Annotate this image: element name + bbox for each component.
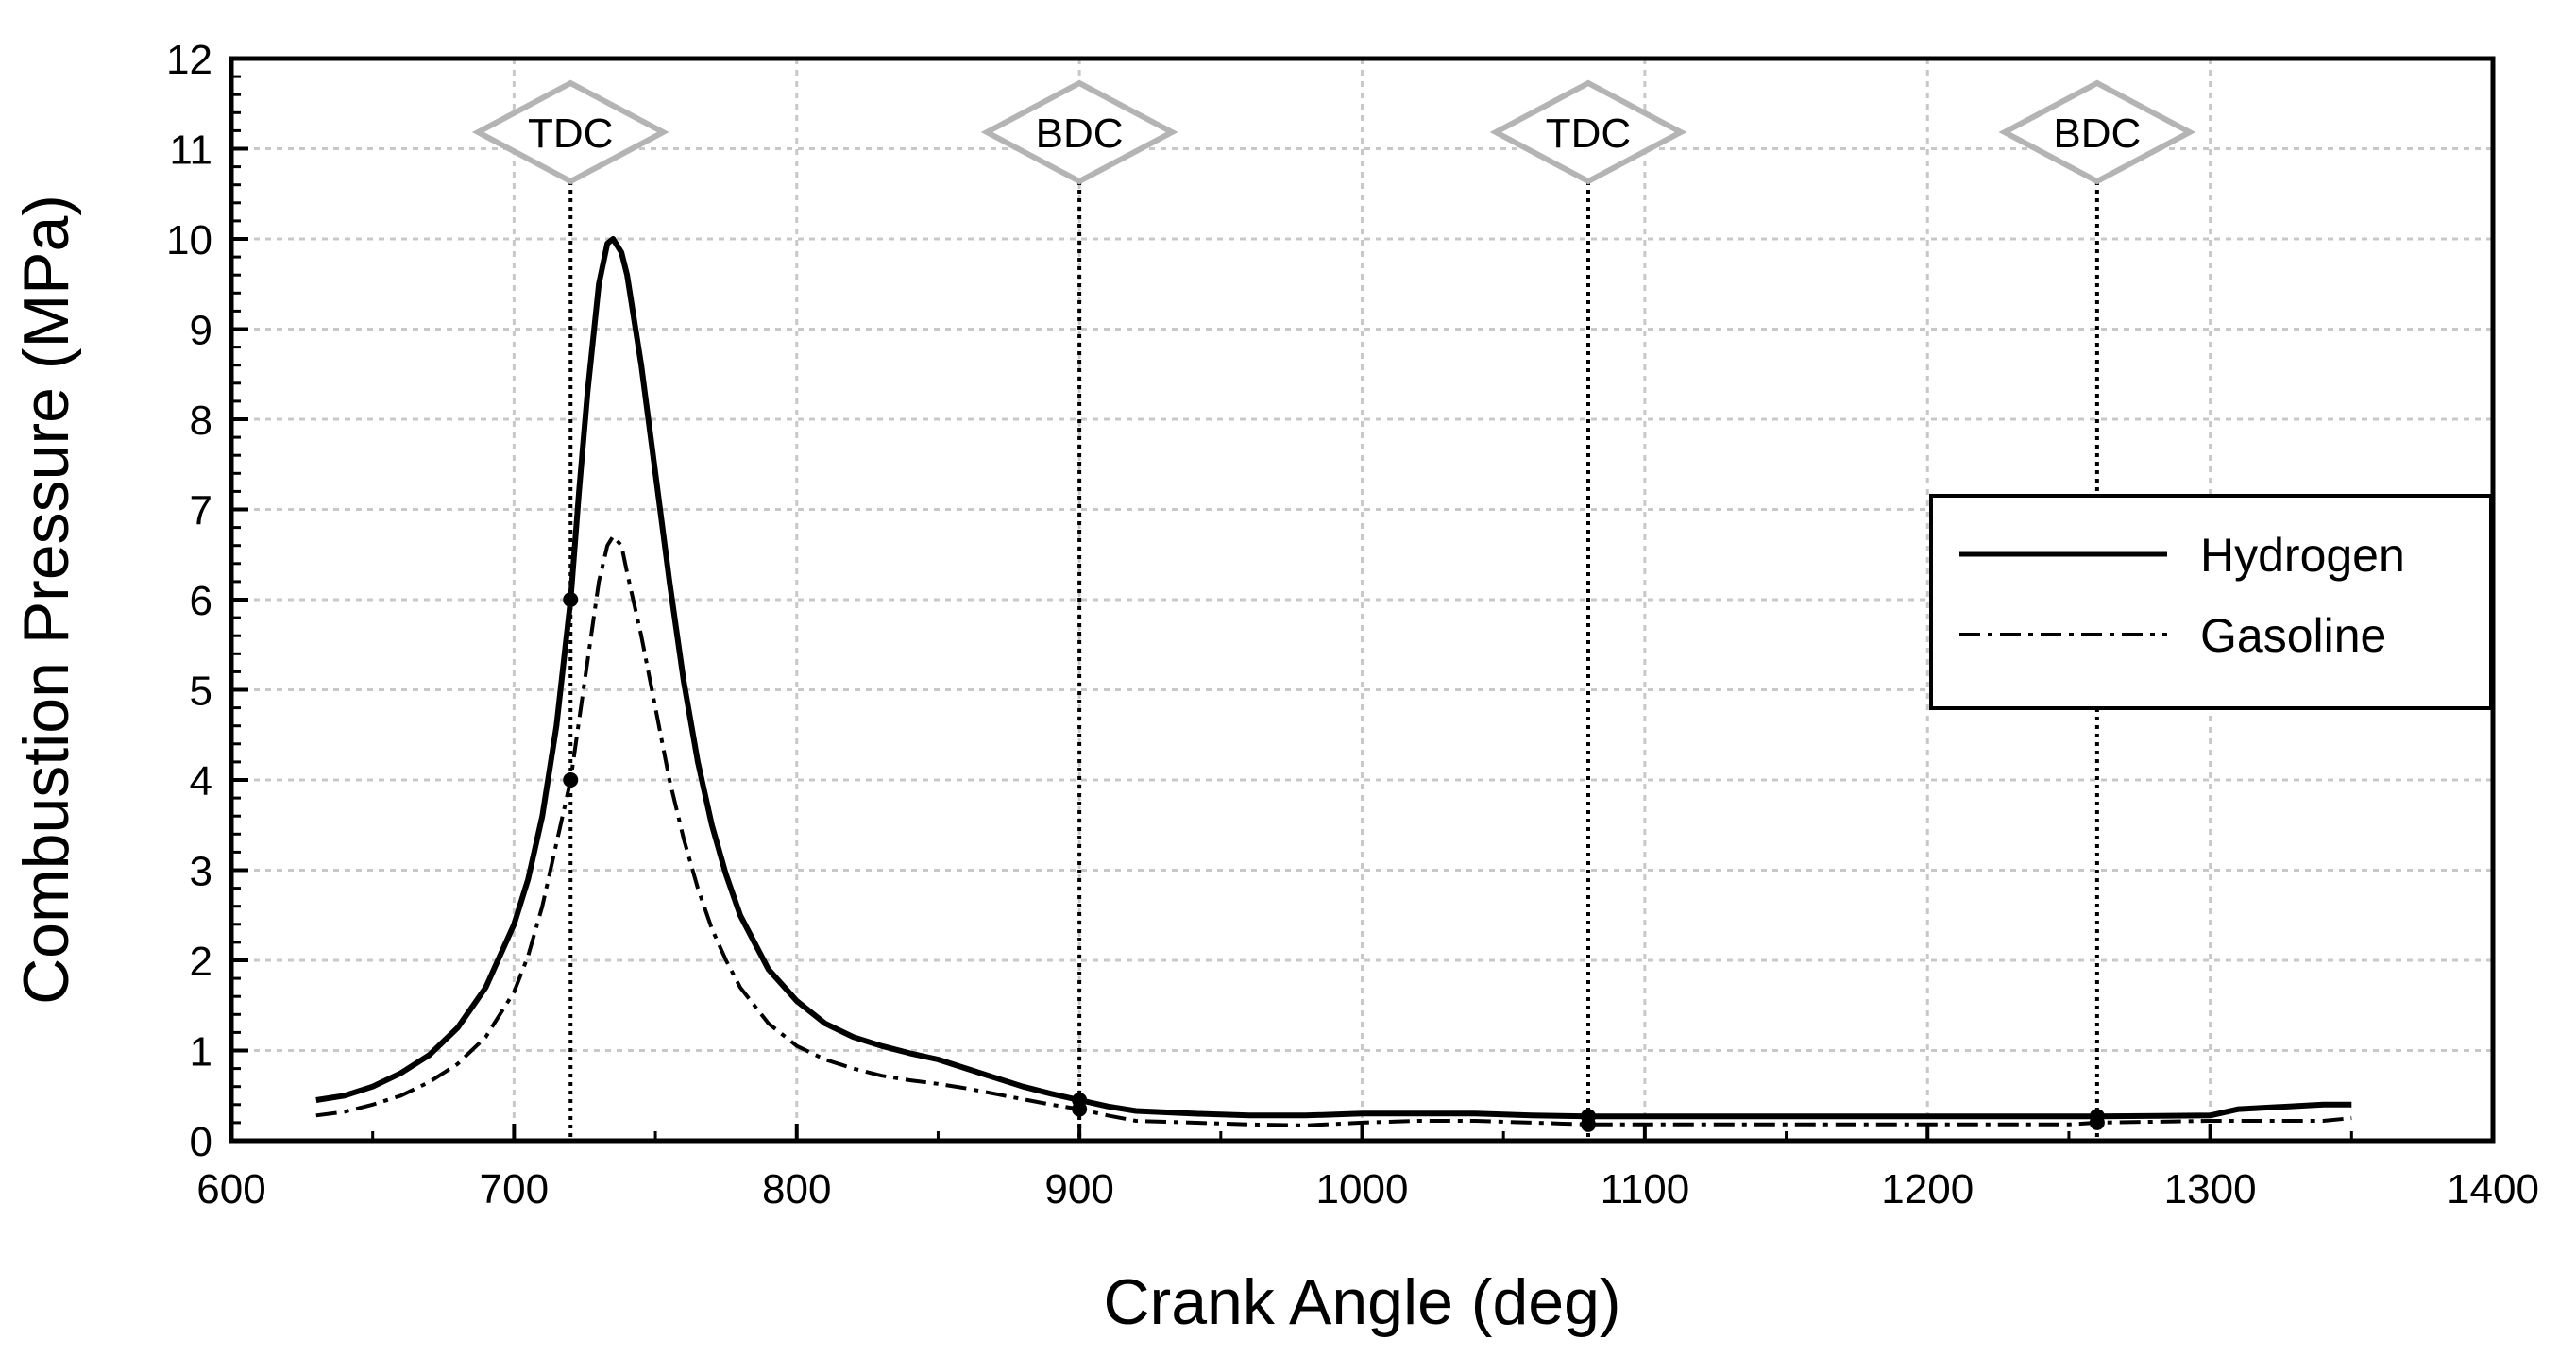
y-tick-label: 9 xyxy=(190,308,212,354)
y-tick-label: 11 xyxy=(169,127,212,174)
x-tick-label: 1100 xyxy=(1601,1166,1690,1212)
y-tick-label: 12 xyxy=(166,37,212,83)
marker-label-bdc: BDC xyxy=(2053,110,2141,157)
marker-intersection-point xyxy=(1581,1116,1596,1132)
series-layer xyxy=(315,236,2352,1132)
x-axis-title: Crank Angle (deg) xyxy=(1103,1266,1620,1338)
y-tick-label: 7 xyxy=(190,488,212,534)
marker-diamond-tdc xyxy=(1489,79,1687,185)
y-tick-label: 4 xyxy=(190,758,212,805)
legend-label-hydrogen: Hydrogen xyxy=(2200,529,2405,582)
y-axis-title: Combustion Pressure (MPa) xyxy=(10,195,82,1005)
marker-diamond-bdc xyxy=(980,79,1178,185)
y-tick-label: 1 xyxy=(190,1029,212,1076)
marker-intersection-point xyxy=(563,592,579,607)
legend-label-gasoline: Gasoline xyxy=(2200,609,2386,662)
legend: Hydrogen Gasoline xyxy=(1929,494,2493,710)
x-tick-label: 600 xyxy=(196,1166,265,1212)
x-tick-label: 1000 xyxy=(1316,1166,1409,1212)
marker-diamond-tdc xyxy=(471,79,669,185)
marker-lines xyxy=(568,181,2099,1141)
marker-labels: TDC BDC TDC BDC xyxy=(471,79,2196,185)
marker-intersection-point xyxy=(1072,1101,1088,1117)
y-tick-label: 2 xyxy=(190,939,212,985)
x-tick-label: 900 xyxy=(1044,1166,1113,1212)
axis-ticks: 600 700 800 900 1000 1100 1200 1300 140001234567… xyxy=(166,37,2539,1212)
y-tick-label: 6 xyxy=(190,578,212,624)
x-tick-label: 800 xyxy=(762,1166,831,1212)
x-tick-label: 1200 xyxy=(1881,1166,1974,1212)
series-line-hydrogen xyxy=(315,236,2352,1120)
marker-diamond-bdc xyxy=(1998,79,2196,185)
y-tick-label: 5 xyxy=(190,669,212,715)
marker-label-bdc: BDC xyxy=(1036,110,1124,157)
x-tick-label: 1400 xyxy=(2447,1166,2539,1212)
x-tick-label: 1300 xyxy=(2164,1166,2257,1212)
marker-label-tdc: TDC xyxy=(528,110,613,157)
legend-box xyxy=(1929,494,2493,710)
x-tick-label: 700 xyxy=(480,1166,549,1212)
y-tick-label: 10 xyxy=(166,217,212,263)
marker-label-tdc: TDC xyxy=(1546,110,1631,157)
marker-intersection-point xyxy=(2089,1114,2105,1130)
marker-intersection-point xyxy=(563,772,579,788)
y-tick-label: 3 xyxy=(190,849,212,895)
series-line-gasoline xyxy=(315,534,2352,1127)
y-tick-label: 8 xyxy=(190,398,212,444)
y-tick-label: 0 xyxy=(190,1119,212,1165)
